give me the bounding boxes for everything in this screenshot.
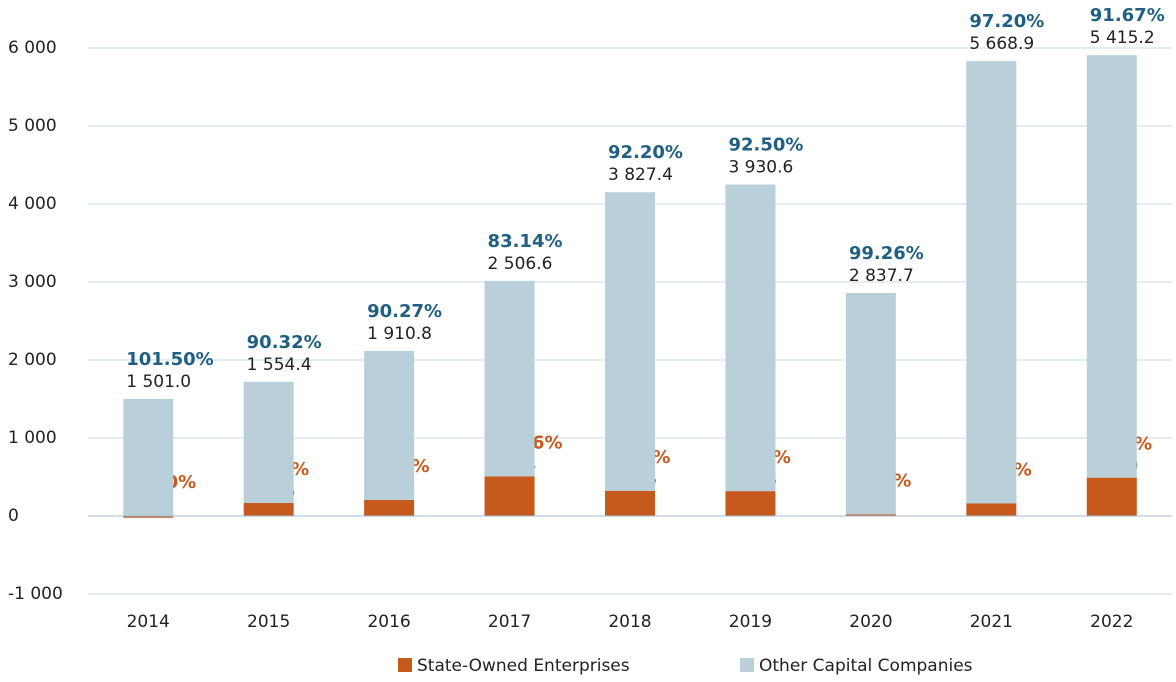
value-label: 1 554.4 xyxy=(247,355,312,375)
legend-swatch xyxy=(740,658,754,672)
y-tick-label: 2 000 xyxy=(8,350,57,370)
value-label: 2 837.7 xyxy=(849,266,914,286)
bar-segment xyxy=(605,192,655,491)
bar-segment xyxy=(966,61,1017,504)
bar-segment xyxy=(484,280,535,477)
y-tick-label: 4 000 xyxy=(8,194,57,214)
bar-segment xyxy=(725,491,776,516)
y-tick-label: 0 xyxy=(8,506,19,526)
share-label: 92.20% xyxy=(608,142,683,163)
bar-segment xyxy=(243,381,294,504)
share-label: 91.67% xyxy=(1090,5,1165,26)
x-tick-label: 2020 xyxy=(849,612,892,632)
x-tick-label: 2019 xyxy=(729,612,772,632)
bar-segment xyxy=(1086,55,1137,478)
bar-segment xyxy=(725,184,776,492)
legend-swatch xyxy=(398,658,412,672)
legend-label: State-Owned Enterprises xyxy=(417,656,630,676)
value-label: 5 415.2 xyxy=(1090,28,1155,48)
share-label: 90.32% xyxy=(247,332,322,353)
bar-segment xyxy=(364,499,415,516)
bar-segment xyxy=(605,490,655,516)
bar-segment xyxy=(1086,477,1137,516)
x-tick-label: 2022 xyxy=(1090,612,1133,632)
x-tick-label: 2021 xyxy=(970,612,1013,632)
value-label: 1 501.0 xyxy=(126,372,191,392)
y-tick-label: 5 000 xyxy=(8,116,57,136)
bar-segment xyxy=(123,516,174,518)
share-label: 101.50% xyxy=(126,349,214,370)
bar-segment xyxy=(966,503,1017,516)
legend-label: Other Capital Companies xyxy=(759,656,973,676)
share-label: 90.27% xyxy=(367,301,442,322)
x-tick-label: 2016 xyxy=(367,612,410,632)
y-tick-label: 6 000 xyxy=(8,38,57,58)
value-label: 3 827.4 xyxy=(608,165,673,185)
y-tick-label: 3 000 xyxy=(8,272,57,292)
share-label: 92.50% xyxy=(728,135,803,156)
bar-segment xyxy=(123,398,174,516)
value-label: 2 506.6 xyxy=(488,254,553,274)
value-label: 5 668.9 xyxy=(969,34,1034,54)
bar-segment xyxy=(845,293,896,515)
x-tick-label: 2014 xyxy=(127,612,170,632)
value-label: 1 910.8 xyxy=(367,324,432,344)
bar-segment xyxy=(243,503,294,516)
share-label: 83.14% xyxy=(488,231,563,252)
y-tick-label: 1 000 xyxy=(8,428,57,448)
bar-segment xyxy=(364,350,415,500)
bar-segment xyxy=(845,514,896,516)
bar-segment xyxy=(484,476,535,516)
x-tick-label: 2018 xyxy=(608,612,651,632)
x-tick-label: 2017 xyxy=(488,612,531,632)
y-tick-label: -1 000 xyxy=(8,584,63,604)
share-label: 97.20% xyxy=(969,11,1044,32)
value-label: 3 930.6 xyxy=(728,158,793,178)
x-tick-label: 2015 xyxy=(247,612,290,632)
share-label: 99.26% xyxy=(849,243,924,264)
